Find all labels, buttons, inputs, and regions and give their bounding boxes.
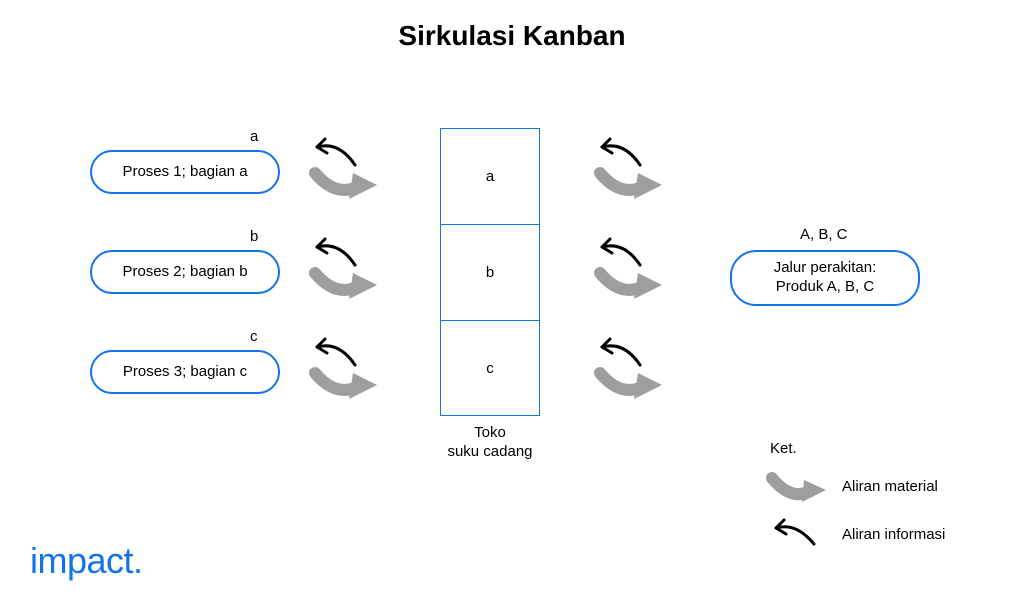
process-node-3: Proses 3; bagian c [90, 350, 280, 394]
process-node-2-tag: b [250, 228, 258, 245]
flow-arrow-pair [580, 337, 670, 407]
legend-title: Ket. [770, 440, 797, 457]
assembly-node: Jalur perakitan: Produk A, B, C [730, 250, 920, 306]
process-node-1: Proses 1; bagian a [90, 150, 280, 194]
store-caption: Toko suku cadang [420, 424, 560, 462]
process-node-2: Proses 2; bagian b [90, 250, 280, 294]
store-cell-3: c [440, 320, 540, 416]
flow-arrow-pair [295, 237, 385, 307]
flow-arrow-pair [580, 237, 670, 307]
flow-arrow-pair [580, 137, 670, 207]
process-node-1-tag: a [250, 128, 258, 145]
page-title: Sirkulasi Kanban [0, 20, 1024, 52]
process-node-3-tag: c [250, 328, 258, 345]
legend-info-label: Aliran informasi [842, 526, 945, 543]
flow-arrow-pair [295, 137, 385, 207]
assembly-node-tag: A, B, C [800, 226, 848, 243]
store-cell-1: a [440, 128, 540, 224]
legend-info-arrow-icon [762, 516, 832, 556]
store-cell-2: b [440, 224, 540, 320]
legend-material-arrow-icon [762, 468, 832, 508]
legend-material-label: Aliran material [842, 478, 938, 495]
flow-arrow-pair [295, 337, 385, 407]
